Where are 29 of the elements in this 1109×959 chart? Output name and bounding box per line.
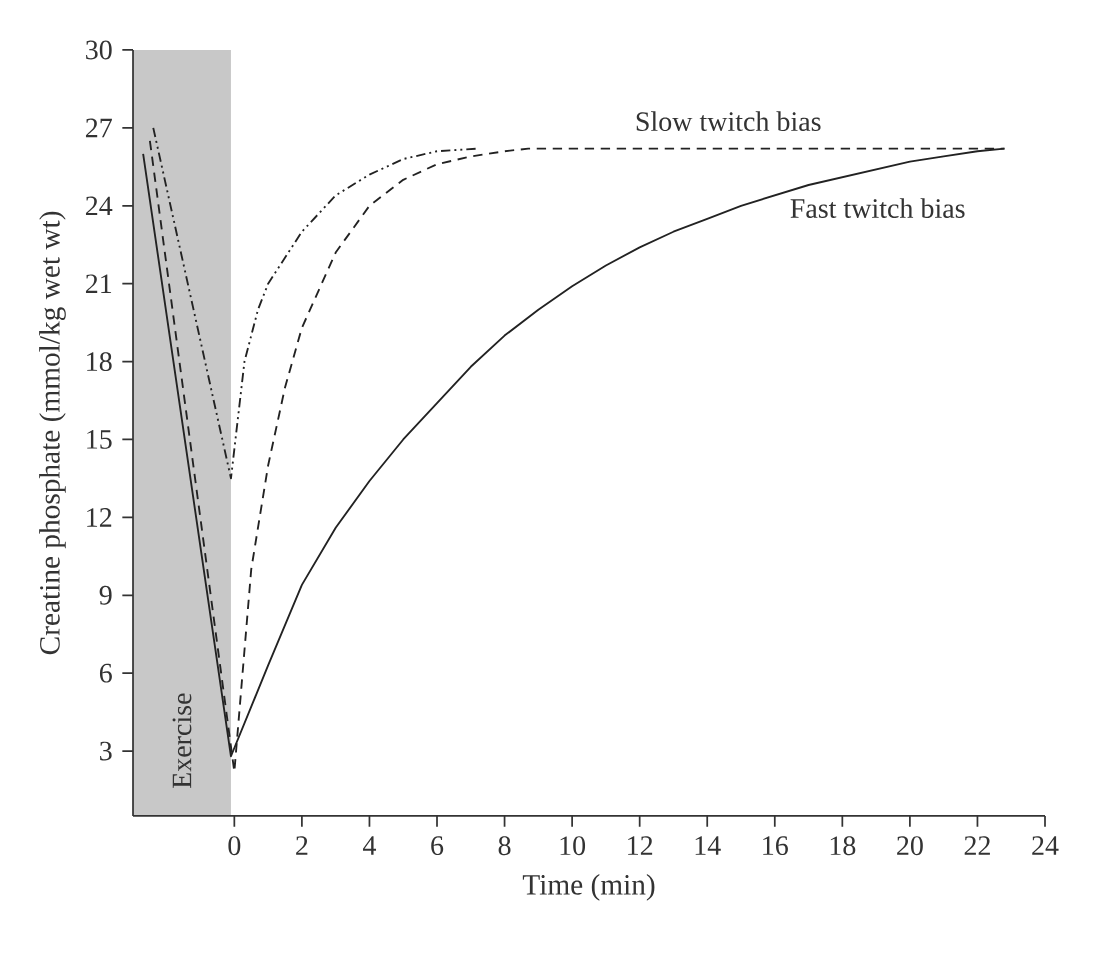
- y-tick-label: 18: [87, 352, 112, 372]
- x-tick-label: 12: [628, 836, 653, 855]
- x-axis-title: Time (min): [522, 874, 655, 901]
- y-tick-label: 15: [87, 430, 112, 449]
- x-tick-label: 0: [228, 836, 241, 856]
- x-tick-label: 8: [498, 836, 511, 856]
- y-tick-label: 3: [100, 741, 112, 761]
- x-tick-label: 16: [763, 836, 788, 856]
- y-tick-label: 12: [87, 508, 112, 527]
- x-tick-label: 20: [897, 836, 923, 856]
- x-tick-label: 14: [695, 836, 721, 855]
- series-label: Fast twitch bias: [790, 198, 965, 218]
- x-tick-label: 18: [830, 836, 856, 856]
- y-tick-label: 6: [99, 663, 112, 683]
- y-tick-label: 9: [99, 585, 112, 605]
- y-tick-label: 27: [85, 118, 112, 138]
- y-axis-title: Creatine phosphate (mmol/kg wet wt): [39, 211, 66, 655]
- band-label: Exercise: [172, 693, 192, 789]
- x-tick-label: 4: [362, 836, 377, 855]
- y-tick-label: 24: [85, 196, 113, 216]
- x-tick-label: 6: [431, 836, 444, 856]
- x-tick-label: 22: [964, 836, 990, 855]
- line-series: [152, 126, 479, 480]
- x-tick-label: 24: [1032, 836, 1059, 855]
- x-tick-label: 2: [296, 836, 308, 855]
- y-tick-label: 21: [85, 274, 112, 293]
- y-tick-label: 30: [86, 40, 112, 60]
- x-tick-label: 10: [560, 836, 586, 856]
- series-label: Slow twitch bias: [636, 111, 821, 132]
